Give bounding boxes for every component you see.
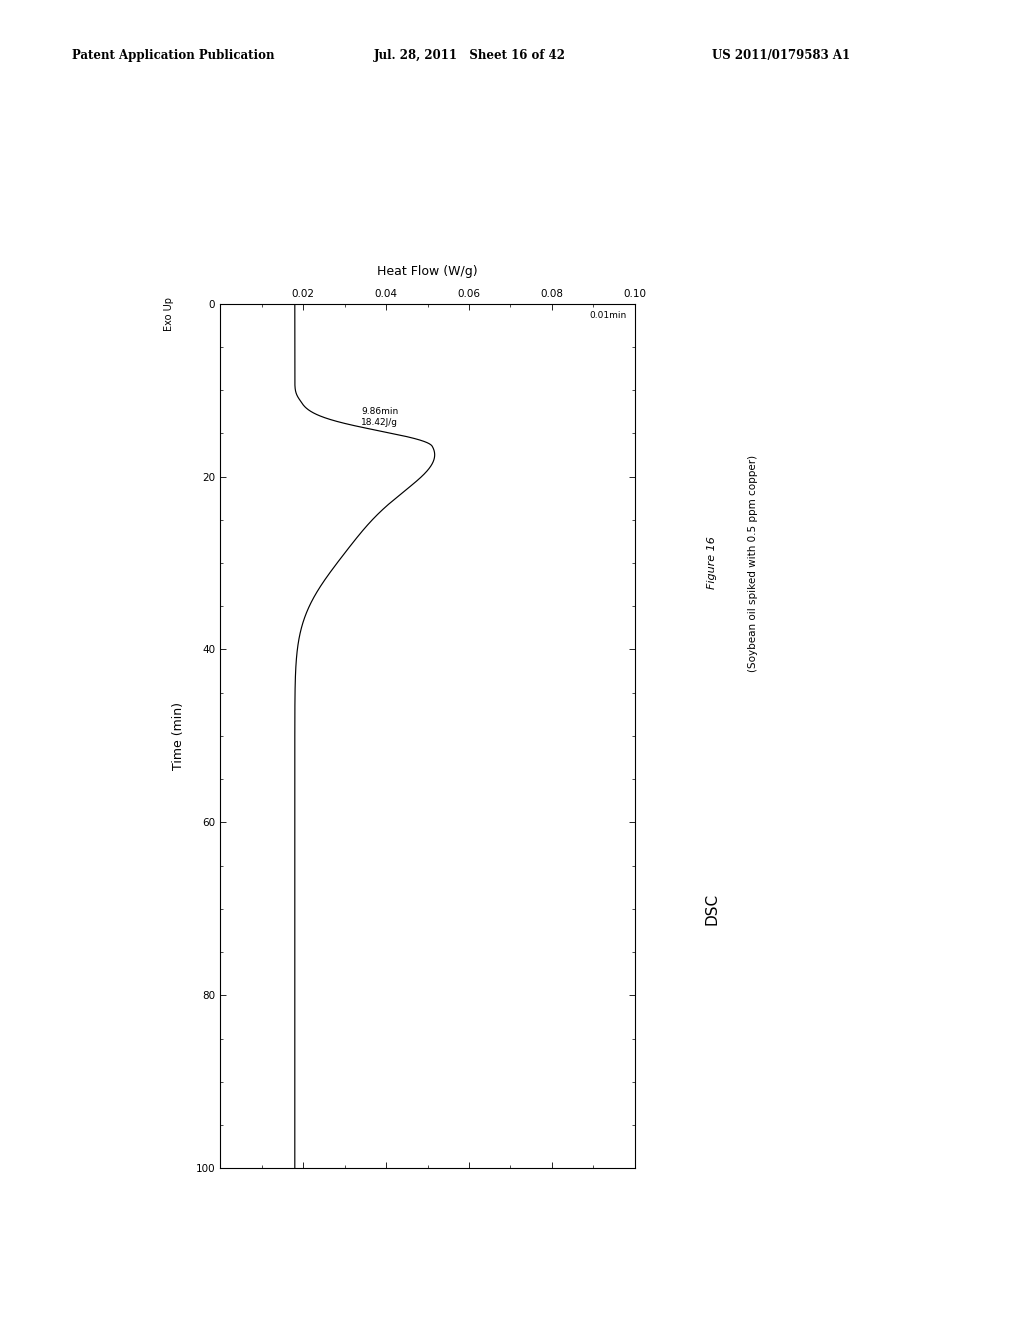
Title: Heat Flow (W/g): Heat Flow (W/g) [377,265,478,277]
Text: Jul. 28, 2011   Sheet 16 of 42: Jul. 28, 2011 Sheet 16 of 42 [374,49,565,62]
Text: DSC: DSC [705,892,719,925]
Text: Patent Application Publication: Patent Application Publication [72,49,274,62]
Text: 9.86min
18.42J/g: 9.86min 18.42J/g [361,408,398,426]
Text: (Soybean oil spiked with 0.5 ppm copper): (Soybean oil spiked with 0.5 ppm copper) [748,454,758,672]
Text: US 2011/0179583 A1: US 2011/0179583 A1 [712,49,850,62]
Y-axis label: Time (min): Time (min) [172,702,184,770]
Text: Figure 16: Figure 16 [707,536,717,590]
Text: Exo Up: Exo Up [164,297,174,331]
Text: 0.01min: 0.01min [590,310,627,319]
